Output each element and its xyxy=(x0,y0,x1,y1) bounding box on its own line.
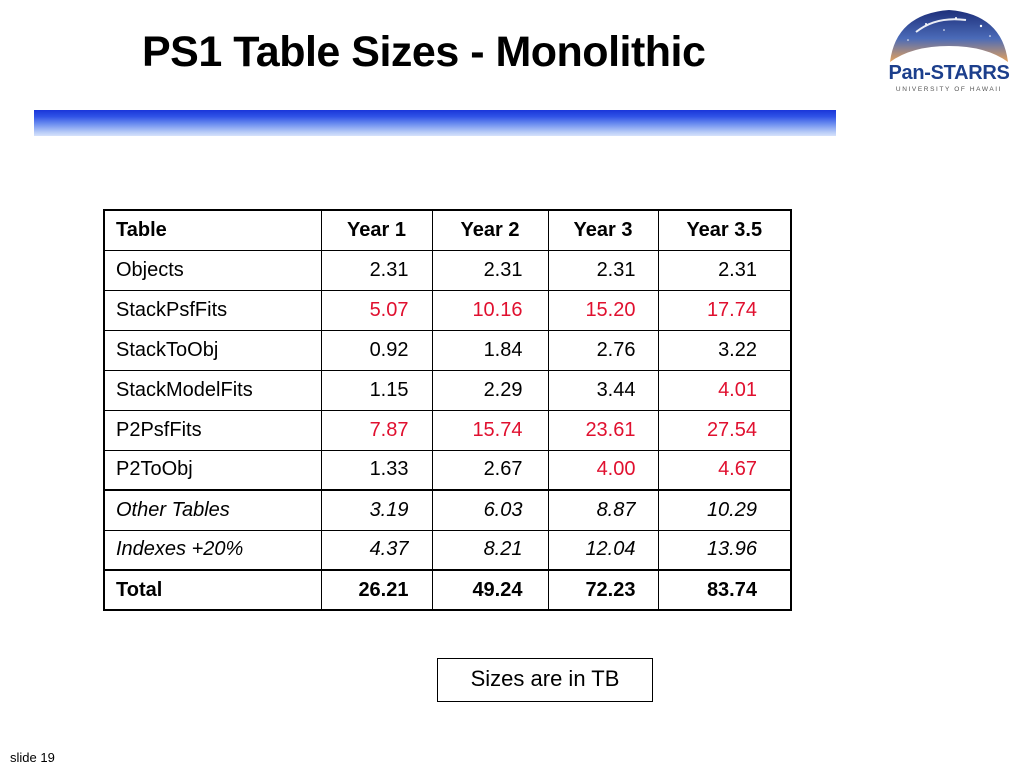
size-cell: 2.31 xyxy=(320,249,433,291)
slide-number: slide 19 xyxy=(10,750,55,765)
table-row: Other Tables 3.19 6.03 8.87 10.29 xyxy=(103,489,792,531)
table-row: StackToObj 0.92 1.84 2.76 3.22 xyxy=(103,329,792,371)
row-name: StackToObj xyxy=(103,329,322,371)
title-underline-bar xyxy=(34,110,836,136)
size-cell: 7.87 xyxy=(320,409,433,451)
total-cell: 49.24 xyxy=(431,569,549,611)
size-cell: 4.01 xyxy=(657,369,792,411)
size-cell: 4.37 xyxy=(320,529,433,571)
total-cell: 26.21 xyxy=(320,569,433,611)
size-cell: 8.87 xyxy=(547,489,659,531)
row-name: StackModelFits xyxy=(103,369,322,411)
size-cell: 15.74 xyxy=(431,409,549,451)
size-cell: 1.33 xyxy=(320,449,433,491)
size-cell: 27.54 xyxy=(657,409,792,451)
size-cell: 23.61 xyxy=(547,409,659,451)
size-cell: 15.20 xyxy=(547,289,659,331)
size-cell: 2.67 xyxy=(431,449,549,491)
total-label: Total xyxy=(103,569,322,611)
pan-starrs-logo: Pan-STARRS UNIVERSITY OF HAWAII xyxy=(886,6,1012,98)
row-name: Objects xyxy=(103,249,322,291)
size-cell: 8.21 xyxy=(431,529,549,571)
size-cell: 0.92 xyxy=(320,329,433,371)
size-cell: 2.31 xyxy=(431,249,549,291)
total-cell: 83.74 xyxy=(657,569,792,611)
size-cell: 2.76 xyxy=(547,329,659,371)
table-header-row: Table Year 1 Year 2 Year 3 Year 3.5 xyxy=(103,209,792,251)
size-cell: 10.29 xyxy=(657,489,792,531)
column-header: Year 3 xyxy=(547,209,659,251)
table-row: StackModelFits 1.15 2.29 3.44 4.01 xyxy=(103,369,792,411)
row-name: Indexes +20% xyxy=(103,529,322,571)
logo-sky-arc-icon xyxy=(890,10,1008,62)
table-row: StackPsfFits 5.07 10.16 15.20 17.74 xyxy=(103,289,792,331)
column-header: Year 1 xyxy=(320,209,433,251)
total-row: Total 26.21 49.24 72.23 83.74 xyxy=(103,569,792,611)
table-row: P2PsfFits 7.87 15.74 23.61 27.54 xyxy=(103,409,792,451)
column-header: Year 2 xyxy=(431,209,549,251)
logo-subtitle: UNIVERSITY OF HAWAII xyxy=(895,86,1003,93)
size-cell: 13.96 xyxy=(657,529,792,571)
size-cell: 1.15 xyxy=(320,369,433,411)
size-cell: 3.19 xyxy=(320,489,433,531)
row-name: Other Tables xyxy=(103,489,322,531)
size-cell: 2.31 xyxy=(657,249,792,291)
table-row: P2ToObj 1.33 2.67 4.00 4.67 xyxy=(103,449,792,491)
size-cell: 2.31 xyxy=(547,249,659,291)
size-cell: 3.44 xyxy=(547,369,659,411)
row-name: P2ToObj xyxy=(103,449,322,491)
table-sizes-table: Table Year 1 Year 2 Year 3 Year 3.5 Objects 2.… xyxy=(103,209,792,611)
size-cell: 12.04 xyxy=(547,529,659,571)
size-cell: 1.84 xyxy=(431,329,549,371)
logo-name: Pan-STARRS xyxy=(888,62,1010,84)
size-cell: 5.07 xyxy=(320,289,433,331)
row-name: StackPsfFits xyxy=(103,289,322,331)
column-header: Table xyxy=(103,209,322,251)
units-note: Sizes are in TB xyxy=(437,658,653,702)
size-cell: 4.67 xyxy=(657,449,792,491)
column-header: Year 3.5 xyxy=(657,209,792,251)
size-cell: 10.16 xyxy=(431,289,549,331)
table-row: Objects 2.31 2.31 2.31 2.31 xyxy=(103,249,792,291)
size-cell: 6.03 xyxy=(431,489,549,531)
size-cell: 17.74 xyxy=(657,289,792,331)
size-cell: 4.00 xyxy=(547,449,659,491)
total-cell: 72.23 xyxy=(547,569,659,611)
size-cell: 2.29 xyxy=(431,369,549,411)
slide-title: PS1 Table Sizes - Monolithic xyxy=(142,28,706,76)
table-row: Indexes +20% 4.37 8.21 12.04 13.96 xyxy=(103,529,792,571)
size-cell: 3.22 xyxy=(657,329,792,371)
row-name: P2PsfFits xyxy=(103,409,322,451)
